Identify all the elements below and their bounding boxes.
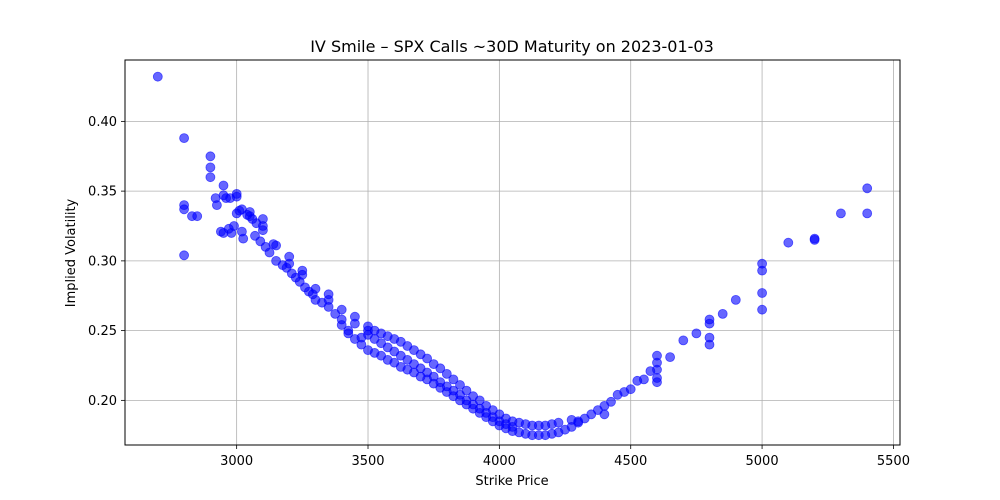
data-point	[553, 417, 564, 428]
data-point	[704, 339, 715, 350]
data-point	[349, 318, 360, 329]
plot-area	[124, 59, 901, 446]
data-point	[349, 334, 360, 344]
data-point	[179, 250, 190, 261]
data-point	[336, 304, 347, 315]
data-point	[152, 71, 163, 82]
y-axis-ticks: 0.20 0.25 0.30 0.35 0.40	[88, 115, 125, 409]
data-point	[665, 352, 675, 363]
data-point	[205, 162, 216, 173]
y-tick-label: 0.40	[88, 115, 117, 130]
y-tick-label: 0.25	[88, 324, 117, 339]
data-point	[573, 416, 584, 427]
x-axis-ticks: 3000 3500 4000 4500 5000 5500	[220, 445, 910, 469]
data-point	[809, 234, 820, 245]
data-point	[179, 204, 190, 215]
data-point	[205, 151, 216, 162]
data-point	[691, 328, 702, 339]
data-points	[152, 71, 873, 441]
data-point	[323, 301, 334, 312]
data-point	[229, 221, 239, 231]
data-point	[862, 183, 873, 194]
data-point	[336, 320, 347, 330]
x-tick-label: 3000	[220, 454, 253, 469]
data-point	[435, 363, 446, 374]
y-tick-label: 0.20	[88, 394, 117, 409]
grid-lines	[125, 60, 900, 445]
y-tick-label: 0.30	[88, 254, 117, 269]
data-point	[271, 240, 282, 251]
data-point	[231, 191, 242, 202]
data-point	[862, 208, 873, 219]
data-point	[599, 409, 610, 420]
data-point	[356, 339, 367, 350]
data-point	[448, 374, 459, 385]
data-point	[625, 384, 636, 395]
data-point	[757, 304, 767, 315]
y-axis-label: Implied Volatility	[64, 198, 79, 307]
data-point	[783, 237, 794, 248]
data-point	[678, 335, 689, 346]
data-point	[639, 374, 649, 385]
data-point	[717, 308, 728, 319]
x-tick-label: 4500	[614, 454, 647, 469]
x-axis-label: Strike Price	[475, 474, 548, 489]
chart-title: IV Smile – SPX Calls ~30D Maturity on 20…	[310, 37, 714, 56]
data-point	[343, 328, 354, 339]
x-tick-label: 5500	[877, 454, 910, 469]
data-point	[218, 180, 229, 191]
data-point	[205, 172, 216, 183]
data-point	[836, 208, 846, 219]
data-point	[179, 133, 190, 144]
data-point	[284, 258, 295, 269]
data-point	[310, 283, 321, 294]
data-point	[297, 269, 308, 280]
data-point	[422, 353, 433, 364]
data-point	[211, 200, 222, 211]
data-point	[652, 377, 662, 388]
x-tick-label: 4000	[483, 454, 516, 469]
data-point	[757, 265, 767, 276]
data-point	[455, 380, 465, 390]
data-point	[730, 294, 741, 305]
data-point	[264, 247, 275, 258]
data-point	[606, 396, 616, 407]
x-tick-label: 5000	[746, 454, 779, 469]
data-point	[192, 211, 203, 222]
x-tick-label: 3500	[351, 454, 384, 469]
data-point	[238, 233, 249, 244]
data-point	[757, 288, 767, 298]
data-point	[441, 368, 452, 379]
data-point	[704, 318, 715, 329]
data-point	[652, 364, 662, 375]
y-tick-label: 0.35	[88, 185, 117, 200]
data-point	[257, 225, 268, 236]
